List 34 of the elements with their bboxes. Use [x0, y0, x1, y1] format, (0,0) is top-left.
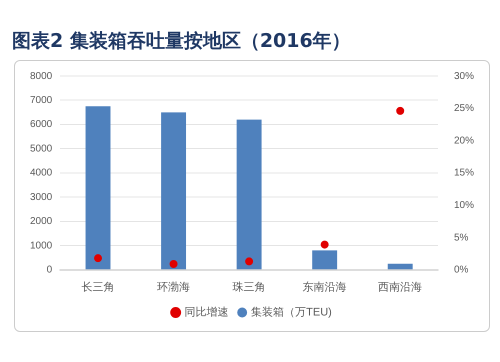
y-tick-label: 6000	[30, 119, 53, 130]
y-tick-label: 2000	[30, 216, 53, 228]
x-tick-label: 珠三角	[232, 280, 266, 294]
bar	[388, 264, 413, 270]
point	[396, 106, 404, 115]
y-tick-label: 0	[46, 264, 53, 276]
bar	[161, 112, 186, 270]
chart-title: 图表2 集装箱吞吐量按地区（2016年）	[12, 29, 351, 54]
point	[170, 260, 178, 268]
y-tick-label: 7000	[30, 94, 53, 106]
bar	[236, 120, 262, 270]
y2-tick-label: 5%	[454, 232, 469, 244]
y2-tick-label: 25%	[454, 103, 474, 114]
x-tick-label: 环渤海	[157, 280, 190, 294]
bar	[86, 106, 110, 270]
y-tick-label: 1000	[30, 240, 53, 252]
point	[320, 240, 329, 249]
legend-label: 同比增速	[184, 306, 229, 319]
bar	[312, 250, 338, 270]
y-tick-label: 4000	[30, 168, 53, 179]
y2-tick-label: 30%	[454, 70, 474, 82]
y-tick-label: 8000	[30, 70, 53, 82]
y2-tick-label: 15%	[454, 168, 474, 179]
point	[245, 257, 254, 266]
x-tick-label: 西南沿海	[378, 280, 422, 294]
x-tick-label: 东南沿海	[302, 280, 347, 294]
y2-tick-label: 10%	[454, 200, 474, 211]
y2-tick-label: 0%	[454, 264, 469, 276]
legend-label: 集装箱（万TEU)	[251, 306, 332, 319]
y2-tick-label: 20%	[454, 135, 474, 146]
x-tick-label: 长三角	[82, 280, 115, 294]
y-tick-label: 5000	[30, 143, 53, 154]
point	[94, 254, 102, 262]
y-tick-label: 3000	[30, 192, 53, 203]
